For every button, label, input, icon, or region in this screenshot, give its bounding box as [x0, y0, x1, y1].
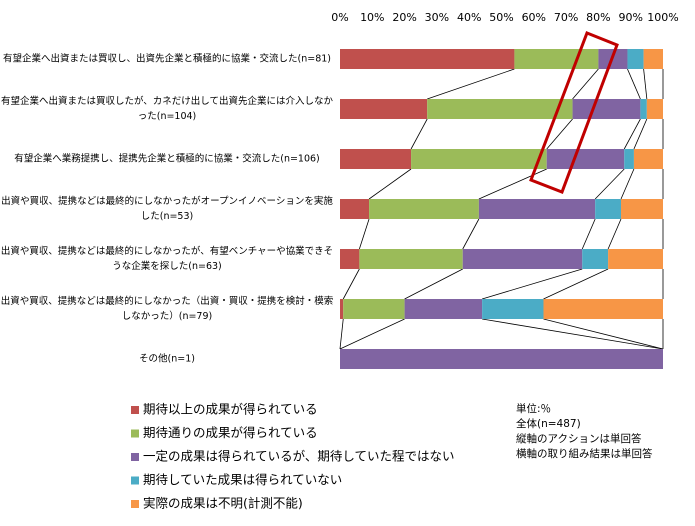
connector: [607, 218, 622, 250]
bar-segment: [340, 99, 428, 119]
x-tick-label: 40%: [457, 11, 481, 24]
highlight-box: [529, 31, 619, 194]
x-tick-label: 70%: [554, 11, 578, 24]
bar-segment: [359, 249, 463, 269]
connector: [368, 168, 412, 200]
note: 縦軸のアクションは単回答: [516, 432, 642, 445]
connector: [339, 318, 405, 350]
x-tick-label: 20%: [392, 11, 416, 24]
bar-segment: [340, 299, 344, 319]
bar-segment: [340, 249, 360, 269]
legend-swatch: [131, 406, 139, 414]
note: 単位:％: [516, 402, 551, 415]
x-tick-label: 10%: [360, 11, 384, 24]
legend-swatch: [131, 453, 139, 461]
bar-segment: [340, 349, 663, 369]
category-label: 有望企業へ業務提携し、提携先企業と積極的に協業・交流した(n=106): [14, 153, 320, 165]
legend-label: 期待以上の成果が得られている: [143, 402, 318, 417]
category-label: その他(n=1): [139, 353, 195, 365]
bar-segment: [546, 149, 625, 169]
bar-segment: [427, 99, 573, 119]
bar-segment: [343, 299, 405, 319]
category-label: 出資や買収、提携などは最終的にしなかったが、有望ベンチャーや協業できそうな企業を…: [0, 246, 334, 272]
bar-segment: [646, 99, 663, 119]
bar-segment: [621, 199, 663, 219]
connector: [620, 168, 635, 200]
bar-segment: [582, 249, 609, 269]
connector: [572, 68, 599, 100]
connector: [643, 68, 648, 100]
connector: [623, 118, 641, 150]
bar-segment: [340, 149, 412, 169]
legend-swatch: [131, 476, 139, 485]
legend-label: 実際の成果は不明(計測不能): [143, 496, 303, 511]
legend-label: 一定の成果は得られているが、期待していた程ではない: [143, 449, 455, 464]
connector: [594, 168, 625, 200]
bar-segment: [462, 249, 583, 269]
bar-segment: [340, 49, 515, 69]
connector: [633, 118, 648, 150]
category-label: 有望企業へ出資または買収したが、カネだけ出して出資先企業には介入しなかった(n=…: [0, 96, 334, 122]
connector: [404, 268, 463, 300]
bar-segment: [627, 49, 644, 69]
connector: [482, 268, 583, 300]
bar-segment: [624, 149, 634, 169]
bar-segment: [404, 299, 483, 319]
bar-segment: [482, 299, 544, 319]
connector: [543, 268, 609, 300]
x-tick-label: 60%: [522, 11, 546, 24]
connector: [482, 318, 664, 350]
x-tick-label: 80%: [586, 11, 610, 24]
x-tick-label: 90%: [618, 11, 642, 24]
connector: [478, 168, 547, 200]
connector: [462, 218, 480, 250]
connector: [543, 318, 664, 350]
bar-segment: [633, 149, 663, 169]
x-tick-label: 30%: [425, 11, 449, 24]
bar-segment: [572, 99, 641, 119]
connector: [342, 268, 360, 300]
connector: [627, 68, 641, 100]
legend-swatch: [131, 500, 139, 508]
category-label: 出資や買収、提携などは最終的にしなかった（出資・買収・提携を検討・模索しなかった…: [0, 296, 334, 322]
connector: [410, 118, 428, 150]
legend-label: 期待していた成果は得られていない: [143, 472, 342, 487]
connector: [358, 218, 370, 250]
note: 横軸の取り組み結果は単回答: [516, 447, 653, 460]
x-tick-label: 0%: [331, 11, 348, 24]
connector: [581, 218, 596, 250]
bar-segment: [369, 199, 479, 219]
bar-segment: [595, 199, 622, 219]
legend-swatch: [131, 429, 139, 438]
bar-segment: [543, 299, 663, 319]
bar-segment: [340, 199, 370, 219]
bar-segment: [411, 149, 547, 169]
note: 全体(n=487): [516, 417, 581, 430]
connector: [546, 118, 573, 150]
bar-segment: [478, 199, 596, 219]
category-label: 有望企業へ出資または買収し、出資先企業と積極的に協業・交流した(n=81): [3, 53, 331, 65]
connector: [427, 68, 515, 100]
bar-segment: [643, 49, 663, 69]
category-label: 出資や買収、提携などは最終的にしなかったがオープンイノベーションを実施した(n=…: [1, 196, 333, 222]
x-tick-label: 50%: [489, 11, 513, 24]
x-tick-label: 100%: [647, 11, 678, 24]
legend-label: 期待通りの成果が得られている: [143, 425, 318, 440]
connector: [339, 318, 344, 350]
bar-segment: [608, 249, 663, 269]
bar-segment: [640, 99, 647, 119]
bar-segment: [514, 49, 599, 69]
